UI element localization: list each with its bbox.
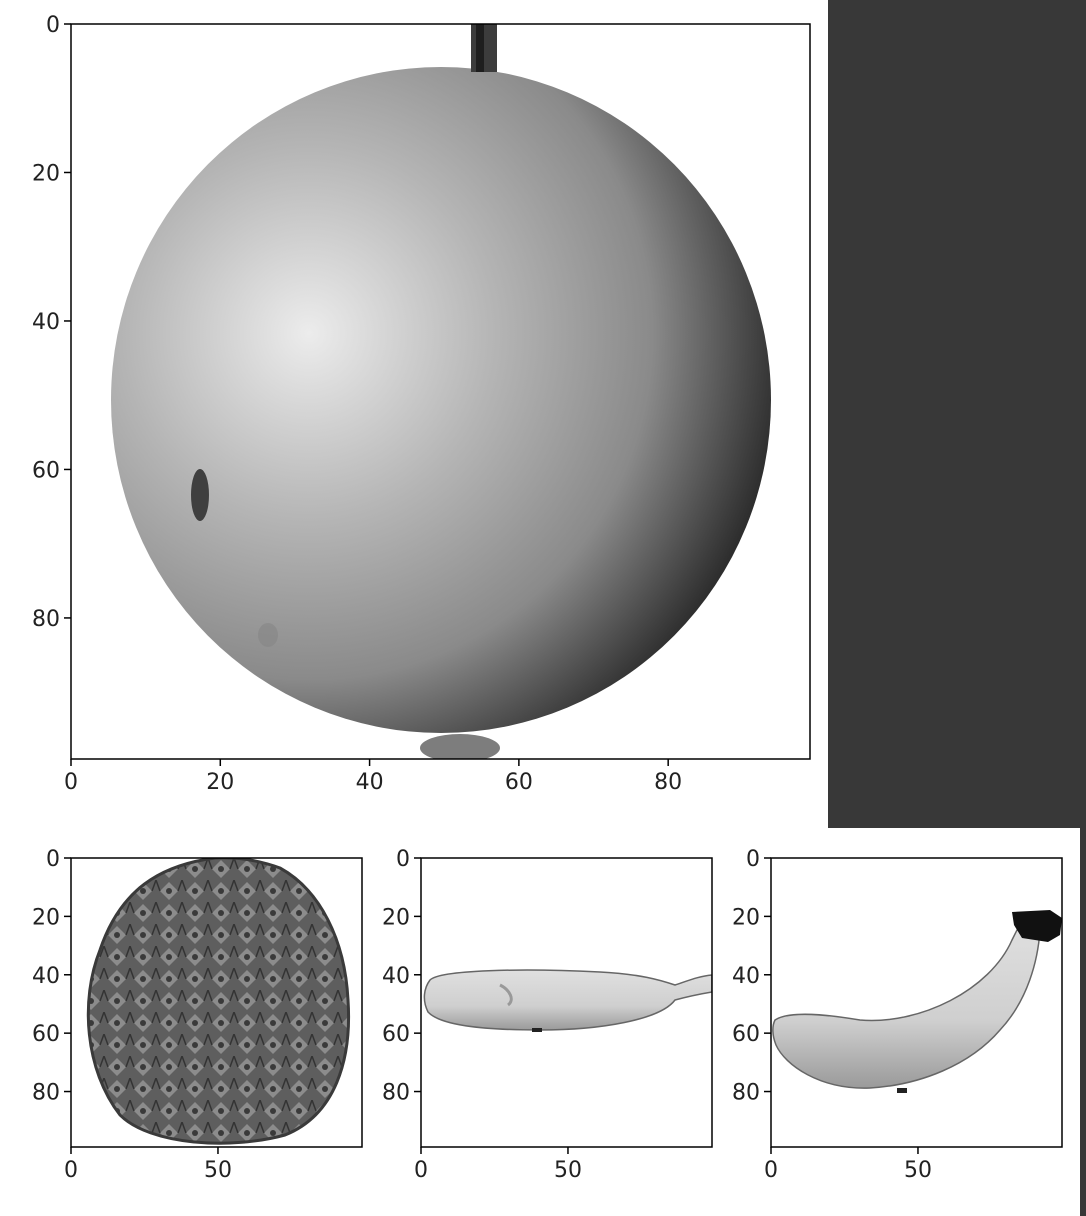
- y-tick-label: 0: [46, 13, 60, 38]
- x-tick-label: 50: [904, 1158, 932, 1183]
- x-tick-label: 0: [764, 1158, 778, 1183]
- y-tick-label: 20: [32, 905, 60, 930]
- y-tick-label: 80: [32, 1081, 60, 1106]
- y-tick-label: 20: [732, 905, 760, 930]
- banana-horizontal-image: [421, 858, 712, 1147]
- y-tick-label: 80: [382, 1081, 410, 1106]
- y-tick-label: 20: [382, 905, 410, 930]
- x-tick-label: 60: [505, 770, 533, 795]
- apple-image: [71, 24, 810, 759]
- y-tick-label: 40: [32, 310, 60, 335]
- y-tick-label: 40: [382, 964, 410, 989]
- dark-background-strip: [1080, 828, 1086, 1216]
- axes-banana-horizontal: 0 50 0 20 40 60 80: [382, 847, 713, 1183]
- x-tick-label: 40: [356, 770, 384, 795]
- y-tick-label: 0: [396, 847, 410, 872]
- x-tick-label: 0: [64, 1158, 78, 1183]
- x-tick-label: 80: [654, 770, 682, 795]
- axes-frame: [70, 857, 363, 1148]
- y-tick-label: 60: [32, 1022, 60, 1047]
- pineapple-image: [71, 858, 362, 1147]
- y-tick-label: 40: [732, 964, 760, 989]
- x-tick-label: 20: [206, 770, 234, 795]
- axes-frame: [420, 857, 713, 1148]
- y-tick-label: 60: [382, 1022, 410, 1047]
- x-tick-label: 50: [554, 1158, 582, 1183]
- y-tick-label: 60: [732, 1022, 760, 1047]
- axes-layer: 0 20 40 60 80 0 20 40 60 80 0 50 0 20 40 60 80 0 50 0 20 40 60…: [32, 13, 1063, 1183]
- x-tick-label: 0: [64, 770, 78, 795]
- y-tick-label: 0: [746, 847, 760, 872]
- y-tick-label: 80: [732, 1081, 760, 1106]
- y-tick-label: 20: [32, 161, 60, 186]
- banana-curved-image: [771, 858, 1062, 1147]
- axes-banana-curved: 0 50 0 20 40 60 80: [732, 847, 1063, 1183]
- axes-apple: 0 20 40 60 80 0 20 40 60 80: [32, 13, 811, 795]
- x-tick-label: 50: [204, 1158, 232, 1183]
- axes-frame: [770, 857, 1063, 1148]
- y-tick-label: 40: [32, 964, 60, 989]
- y-tick-label: 80: [32, 607, 60, 632]
- x-tick-label: 0: [414, 1158, 428, 1183]
- y-tick-label: 0: [46, 847, 60, 872]
- dark-background-panel: [828, 0, 1086, 828]
- axes-pineapple: 0 50 0 20 40 60 80: [32, 847, 363, 1183]
- y-tick-label: 60: [32, 458, 60, 483]
- axes-frame: [70, 23, 811, 760]
